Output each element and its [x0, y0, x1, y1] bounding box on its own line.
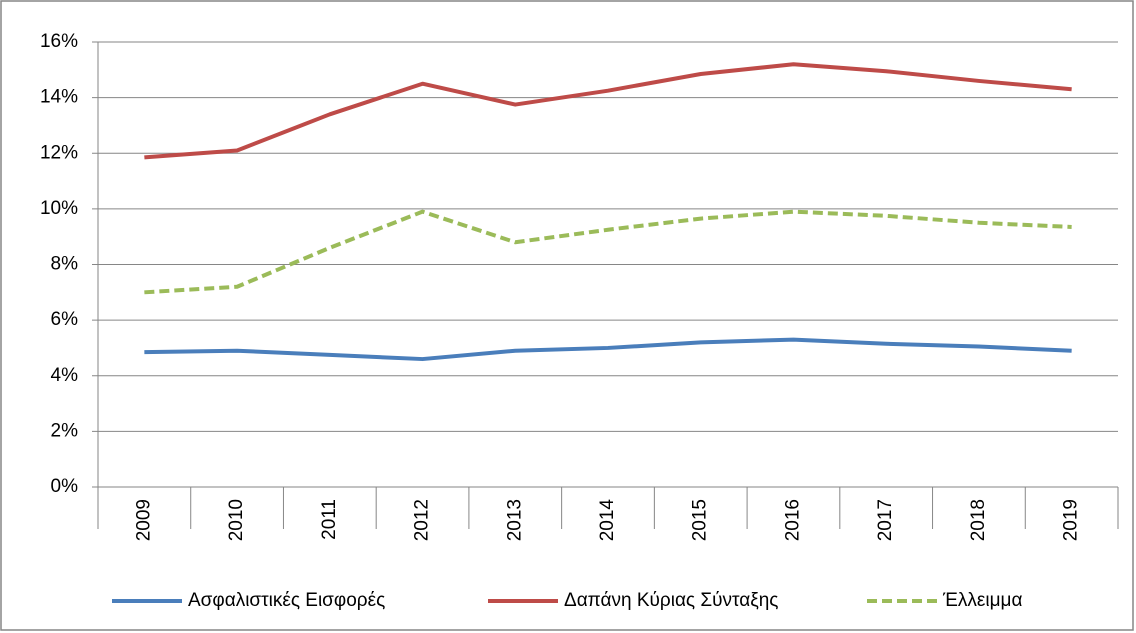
y-tick-label: 4% [51, 365, 79, 386]
series-line [144, 62, 1072, 160]
x-tick-label: 2012 [412, 499, 433, 541]
series-line [144, 337, 1072, 362]
y-tick-label: 0% [51, 476, 79, 497]
y-tick-label: 16% [40, 31, 78, 52]
x-tick-label: 2009 [133, 499, 154, 541]
y-tick-label: 12% [40, 142, 78, 163]
x-tick-label: 2018 [968, 499, 989, 541]
x-tick-label: 2015 [690, 499, 711, 541]
x-tick-label: 2013 [504, 499, 525, 541]
x-tick-label: 2014 [597, 499, 618, 542]
x-tick-label: 2017 [875, 499, 896, 541]
x-tick-label: 2010 [226, 499, 247, 541]
x-tick-label: 2016 [782, 499, 803, 541]
y-tick-label: 2% [51, 420, 79, 441]
y-tick-label: 8% [51, 254, 79, 275]
x-tick-label: 2011 [319, 499, 340, 540]
y-tick-label: 10% [40, 198, 78, 219]
legend-label: Έλλειμμα [942, 590, 1022, 611]
series-line [144, 209, 1072, 295]
y-tick-label: 6% [51, 309, 79, 330]
y-tick-label: 14% [40, 87, 78, 108]
legend-label: Ασφαλιστικές Εισφορές [188, 590, 385, 611]
legend-label: Δαπάνη Κύριας Σύνταξης [564, 590, 778, 611]
x-tick-label: 2019 [1061, 499, 1082, 541]
